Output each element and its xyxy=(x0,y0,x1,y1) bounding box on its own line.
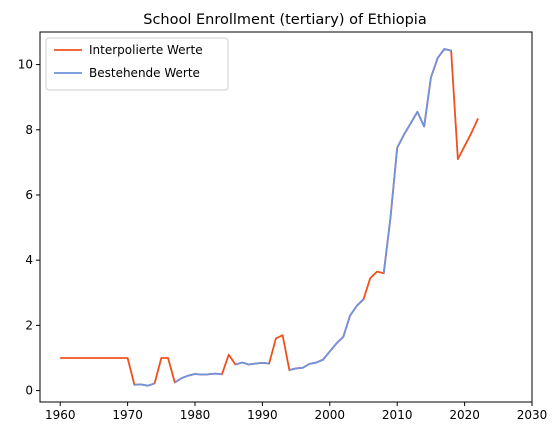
x-tick-label: 1960 xyxy=(45,408,76,422)
y-tick-label: 2 xyxy=(25,318,33,332)
legend-label-bestehend: Bestehende Werte xyxy=(89,66,200,80)
x-tick-label: 2030 xyxy=(517,408,548,422)
series-line-interpoliert xyxy=(60,48,479,387)
series-line-bestehend-3 xyxy=(289,298,365,371)
y-tick-label: 6 xyxy=(25,188,33,202)
y-tick-label: 4 xyxy=(25,253,33,267)
x-tick-label: 2020 xyxy=(449,408,480,422)
y-tick-label: 0 xyxy=(25,384,33,398)
x-tick-label: 1970 xyxy=(112,408,143,422)
y-tick-label: 8 xyxy=(25,123,33,137)
legend-box xyxy=(45,37,229,91)
series-line-bestehend-1 xyxy=(174,372,223,384)
plot-frame xyxy=(39,31,533,403)
legend: Interpolierte Werte Bestehende Werte xyxy=(45,37,229,91)
x-axis: 1960 1970 1980 1990 2000 2010 2020 2030 xyxy=(45,402,547,422)
x-tick-label: 2000 xyxy=(315,408,346,422)
x-tick-label: 1990 xyxy=(247,408,278,422)
y-tick-label: 10 xyxy=(18,58,33,72)
chart-title: School Enrollment (tertiary) of Ethiopia xyxy=(143,12,426,28)
legend-label-interpoliert: Interpolierte Werte xyxy=(89,43,203,57)
x-tick-label: 1980 xyxy=(180,408,211,422)
plot-area xyxy=(60,48,479,387)
series-line-bestehend-0 xyxy=(134,382,155,387)
y-axis: 0 2 4 6 8 10 xyxy=(18,58,40,398)
x-tick-label: 2010 xyxy=(382,408,413,422)
series-line-bestehend-2 xyxy=(235,361,270,366)
series-line-bestehend-4 xyxy=(382,48,452,274)
